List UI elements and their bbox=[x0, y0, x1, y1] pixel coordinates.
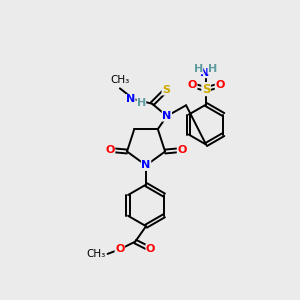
Text: H: H bbox=[137, 98, 146, 108]
Text: N: N bbox=[126, 94, 135, 104]
Text: O: O bbox=[146, 244, 155, 254]
Text: S: S bbox=[162, 85, 170, 95]
Text: S: S bbox=[202, 82, 210, 96]
Text: N: N bbox=[141, 160, 151, 170]
Text: O: O bbox=[215, 80, 225, 90]
Text: O: O bbox=[115, 244, 124, 254]
Text: O: O bbox=[188, 80, 197, 90]
Text: CH₃: CH₃ bbox=[110, 75, 130, 85]
Text: CH₃: CH₃ bbox=[86, 249, 105, 259]
Text: H: H bbox=[208, 64, 217, 74]
Text: N: N bbox=[200, 68, 209, 78]
Text: O: O bbox=[105, 145, 115, 155]
Text: N: N bbox=[162, 111, 172, 121]
Text: H: H bbox=[194, 64, 203, 74]
Text: O: O bbox=[177, 145, 187, 155]
